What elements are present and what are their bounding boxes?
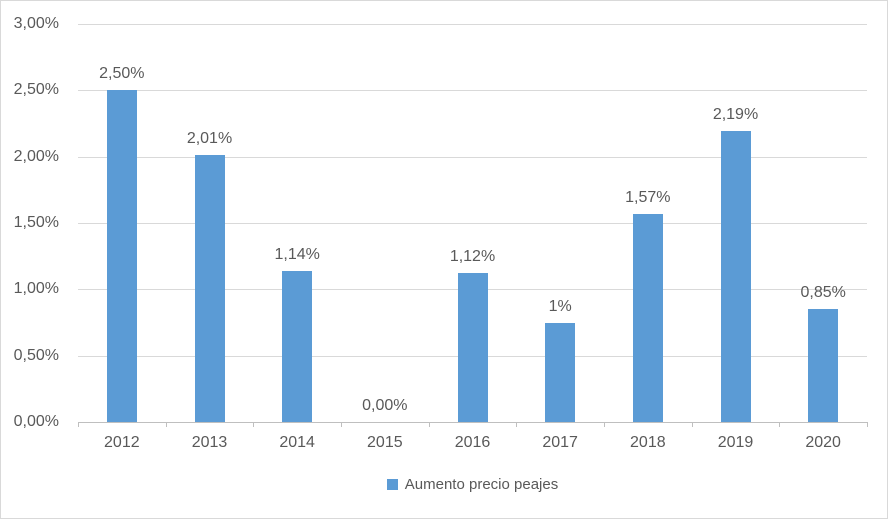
x-tick-label: 2013 (191, 434, 228, 451)
x-axis-tick (253, 423, 255, 427)
y-tick-label: 2,50% (13, 81, 59, 99)
bar-value-label: 0,00% (362, 397, 408, 414)
x-axis-tick (516, 423, 518, 427)
bar-2016 (457, 273, 488, 422)
bar-value-label: 0,85% (800, 284, 846, 302)
x-tick-label: 2018 (630, 434, 666, 451)
bar-value-label: 1,57% (625, 188, 671, 206)
x-axis-tick (341, 423, 342, 427)
x-tick-label: 2014 (279, 434, 315, 451)
bar-value-label: 2,19% (712, 106, 759, 124)
y-tick-label: 3,00% (13, 15, 59, 32)
bar-2019 (720, 131, 751, 422)
bar-2018 (632, 213, 663, 422)
x-axis-tick (165, 423, 167, 427)
x-tick-label: 2012 (104, 434, 140, 451)
bar-2020 (808, 309, 839, 422)
x-axis-tick (779, 423, 781, 427)
bar-2014 (282, 270, 313, 422)
y-tick-label: 2,00% (13, 147, 59, 165)
gridline (78, 90, 867, 92)
gridline (78, 223, 867, 224)
x-axis-tick (867, 423, 868, 427)
bar-value-label: 1,14% (274, 245, 320, 263)
x-tick-label: 2017 (542, 434, 578, 451)
legend-swatch-icon (386, 479, 398, 490)
x-axis-tick (428, 423, 430, 427)
legend-label: Aumento precio peajes (404, 476, 559, 493)
x-tick-label: 2016 (454, 434, 491, 451)
legend: Aumento precio peajes (78, 476, 867, 493)
x-axis-tick (78, 423, 79, 427)
x-tick-label: 2020 (805, 434, 841, 451)
plot-area: 2,50% 2,01% 1,14% 0,00% 1,12% 1% 1,57% 2,19% 0,8… (78, 24, 867, 422)
y-tick-label: 1,00% (13, 280, 59, 298)
y-tick-label: 1,50% (13, 214, 59, 231)
bar-2012 (106, 90, 137, 422)
bar-value-label: 1% (548, 297, 572, 315)
x-axis-tick (691, 423, 693, 427)
y-tick-label: 0,50% (13, 346, 59, 364)
gridline (78, 24, 867, 25)
x-axis-line (78, 422, 868, 423)
gridline (78, 156, 867, 158)
bar-value-label: 2,50% (99, 65, 145, 83)
bar-value-label: 1,12% (449, 248, 496, 266)
bar-value-label: 2,01% (186, 130, 233, 148)
y-tick-label: 0,00% (13, 413, 59, 430)
bar-2017 (545, 322, 576, 422)
x-axis-tick (604, 423, 605, 427)
x-tick-label: 2019 (717, 434, 754, 451)
bar-2013 (194, 155, 225, 422)
x-tick-label: 2015 (367, 434, 403, 451)
